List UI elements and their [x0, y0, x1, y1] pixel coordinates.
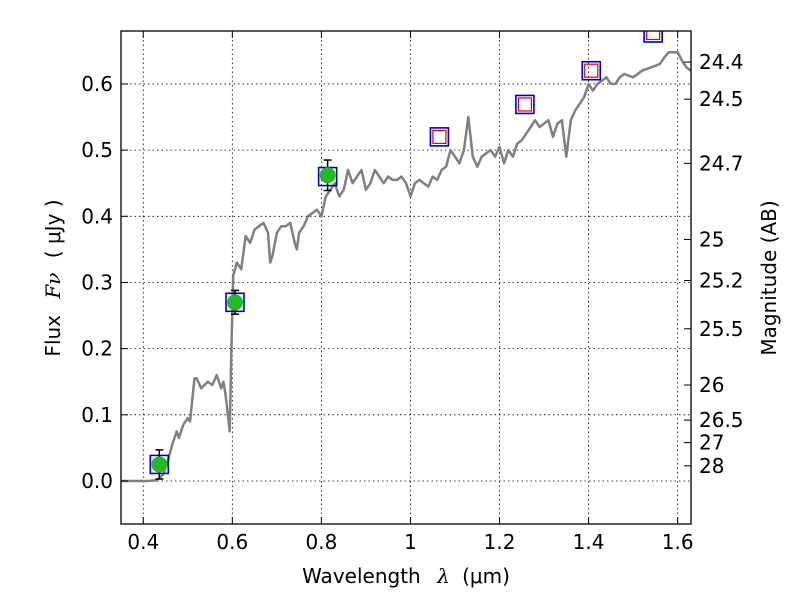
plot-frame [120, 30, 692, 525]
y-tick-label: 0.5 [81, 138, 113, 162]
y2-tick-label: 27 [699, 431, 724, 455]
spectrum-line [121, 50, 691, 483]
y-tick-label: 0.4 [81, 204, 113, 228]
detection-point [227, 294, 243, 311]
y2-tick-label: 24.5 [699, 87, 744, 111]
data-layer [121, 31, 691, 483]
x-tick-label: 0.4 [127, 530, 159, 554]
y-axis-label-symbol: Fν [41, 273, 65, 300]
y-axis-label: Flux Fν ( μJy ) [41, 199, 65, 356]
model-photometry-marker [581, 60, 602, 81]
y-tick-label: 0.2 [81, 337, 113, 361]
y2-tick-label: 28 [699, 454, 724, 478]
y-tick-label: 0.0 [81, 469, 113, 493]
x-tick-label: 0.8 [305, 530, 337, 554]
y-axis-label-text: Flux [41, 315, 65, 357]
x-tick-label: 1.6 [662, 530, 694, 554]
y2-tick-label: 25.2 [699, 268, 744, 292]
model-photometry-marker [515, 94, 535, 115]
upper-limit-marker [517, 97, 532, 112]
y2-tick-label: 24.7 [699, 151, 744, 175]
x-axis-label-symbol: λ [436, 564, 450, 588]
detection-point [319, 167, 336, 184]
x-tick-label: 0.6 [216, 530, 248, 554]
y2-axis-label: Magnitude (AB) [757, 200, 781, 355]
y2-tick-label: 26 [699, 373, 724, 397]
x-tick-label: 1.4 [573, 530, 605, 554]
upper-limit-marker [584, 63, 599, 78]
y-tick-label: 0.1 [81, 403, 113, 427]
y2-tick-label: 24.4 [699, 50, 744, 74]
model-photometry-marker [643, 31, 663, 43]
x-tick-label: 1 [404, 530, 417, 554]
y2-tick-label: 26.5 [699, 408, 744, 432]
upper-limit-marker [432, 129, 447, 144]
upper-limit-marker [646, 31, 661, 41]
y2-tick-label: 25.5 [699, 317, 744, 341]
y-tick-label: 0.3 [81, 270, 113, 294]
x-axis-label-text: Wavelength [302, 564, 421, 588]
model-photometry-marker [429, 127, 450, 147]
y-tick-label: 0.6 [81, 72, 113, 96]
x-axis-label-unit: (μm) [462, 564, 510, 588]
x-axis-label: Wavelength λ (μm) [302, 564, 510, 588]
x-tick-label: 1.2 [484, 530, 516, 554]
grid-lines [121, 31, 691, 524]
y2-tick-label: 25 [699, 227, 724, 251]
axes-layer: 0.4 0.6 0.8 1 1.2 1.4 1.6 0.0 0.1 0.2 0.3 0.4 0.5 0.6… [81, 30, 744, 554]
y-axis-label-unit: ( μJy ) [41, 199, 65, 258]
detection-point [151, 456, 168, 473]
